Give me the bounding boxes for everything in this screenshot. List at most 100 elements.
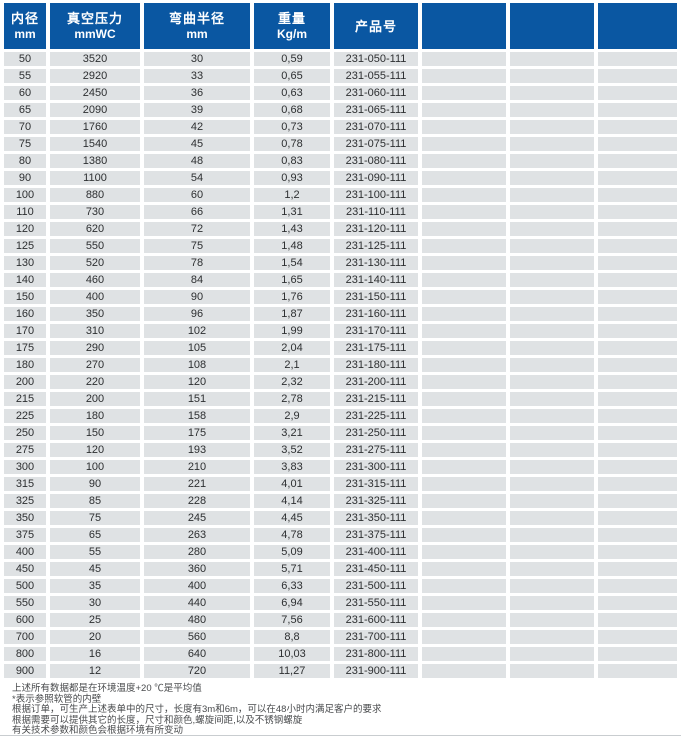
table-cell-empty (598, 171, 677, 185)
table-cell-bend-radius-mm: 102 (144, 324, 250, 338)
table-cell-inner-diameter-mm: 225 (4, 409, 46, 423)
table-cell-inner-diameter-mm: 300 (4, 460, 46, 474)
table-cell-vacuum-pressure-mmwc: 65 (50, 528, 140, 542)
table-row: 350 75 245 4,45 231-350-111 (4, 511, 677, 525)
table-cell-empty (510, 358, 594, 372)
table-cell-weight-kg-per-m: 4,78 (254, 528, 330, 542)
table-cell-weight-kg-per-m: 0,63 (254, 86, 330, 100)
table-cell-empty (598, 375, 677, 389)
header-label: 产品号 (354, 18, 397, 34)
table-cell-bend-radius-mm: 440 (144, 596, 250, 610)
table-cell-product-number: 231-215-111 (334, 392, 418, 406)
table-cell-weight-kg-per-m: 6,33 (254, 579, 330, 593)
table-cell-bend-radius-mm: 151 (144, 392, 250, 406)
table-cell-bend-radius-mm: 54 (144, 171, 250, 185)
table-row: 800 16 640 10,03 231-800-111 (4, 647, 677, 661)
table-row: 90 1100 54 0,93 231-090-111 (4, 171, 677, 185)
table-cell-empty (422, 222, 506, 236)
table-cell-empty (510, 154, 594, 168)
table-cell-inner-diameter-mm: 250 (4, 426, 46, 440)
table-cell-empty (510, 171, 594, 185)
table-cell-vacuum-pressure-mmwc: 1540 (50, 137, 140, 151)
table-cell-empty (598, 528, 677, 542)
table-cell-product-number: 231-075-111 (334, 137, 418, 151)
table-cell-vacuum-pressure-mmwc: 1380 (50, 154, 140, 168)
table-cell-empty (422, 477, 506, 491)
table-cell-bend-radius-mm: 105 (144, 341, 250, 355)
table-cell-product-number: 231-400-111 (334, 545, 418, 559)
table-cell-inner-diameter-mm: 315 (4, 477, 46, 491)
table-row: 300 100 210 3,83 231-300-111 (4, 460, 677, 474)
table-cell-empty (422, 137, 506, 151)
table-cell-empty (510, 69, 594, 83)
table-row: 450 45 360 5,71 231-450-111 (4, 562, 677, 576)
table-cell-empty (598, 664, 677, 678)
header-inner-diameter: 内径 mm (4, 3, 46, 49)
table-cell-inner-diameter-mm: 175 (4, 341, 46, 355)
table-cell-vacuum-pressure-mmwc: 2450 (50, 86, 140, 100)
table-cell-inner-diameter-mm: 60 (4, 86, 46, 100)
table-cell-empty (598, 460, 677, 474)
table-cell-empty (422, 562, 506, 576)
table-cell-empty (510, 222, 594, 236)
table-cell-vacuum-pressure-mmwc: 45 (50, 562, 140, 576)
table-cell-empty (510, 52, 594, 66)
table-cell-bend-radius-mm: 280 (144, 545, 250, 559)
table-cell-empty (510, 443, 594, 457)
table-cell-bend-radius-mm: 193 (144, 443, 250, 457)
table-cell-bend-radius-mm: 48 (144, 154, 250, 168)
table-row: 80 1380 48 0,83 231-080-111 (4, 154, 677, 168)
table-row: 700 20 560 8,8 231-700-111 (4, 630, 677, 644)
table-cell-product-number: 231-090-111 (334, 171, 418, 185)
header-row: 内径 mm 真空压力 mmWC 弯曲半径 mm 重量 Kg/m 产品号 (4, 3, 677, 49)
table-cell-weight-kg-per-m: 0,65 (254, 69, 330, 83)
table-cell-empty (510, 613, 594, 627)
table-cell-empty (422, 596, 506, 610)
table-cell-product-number: 231-350-111 (334, 511, 418, 525)
table-cell-empty (510, 562, 594, 576)
table-cell-inner-diameter-mm: 325 (4, 494, 46, 508)
table-cell-inner-diameter-mm: 140 (4, 273, 46, 287)
table-cell-bend-radius-mm: 78 (144, 256, 250, 270)
table-cell-inner-diameter-mm: 400 (4, 545, 46, 559)
table-body: 50 3520 30 0,59 231-050-111 55 2920 33 0,65 231-0… (4, 52, 677, 678)
table-cell-bend-radius-mm: 221 (144, 477, 250, 491)
table-cell-empty (598, 392, 677, 406)
table-row: 160 350 96 1,87 231-160-111 (4, 307, 677, 321)
table-cell-empty (598, 103, 677, 117)
table-cell-vacuum-pressure-mmwc: 880 (50, 188, 140, 202)
table-cell-inner-diameter-mm: 450 (4, 562, 46, 576)
table-cell-empty (598, 630, 677, 644)
table-cell-empty (598, 120, 677, 134)
table-row: 70 1760 42 0,73 231-070-111 (4, 120, 677, 134)
table-cell-weight-kg-per-m: 5,71 (254, 562, 330, 576)
table-cell-bend-radius-mm: 210 (144, 460, 250, 474)
table-cell-empty (510, 273, 594, 287)
table-cell-vacuum-pressure-mmwc: 2920 (50, 69, 140, 83)
table-cell-bend-radius-mm: 30 (144, 52, 250, 66)
table-cell-product-number: 231-110-111 (334, 205, 418, 219)
table-cell-vacuum-pressure-mmwc: 75 (50, 511, 140, 525)
table-cell-inner-diameter-mm: 350 (4, 511, 46, 525)
table-cell-empty (510, 188, 594, 202)
table-cell-empty (422, 307, 506, 321)
table-cell-product-number: 231-375-111 (334, 528, 418, 542)
table-cell-empty (422, 103, 506, 117)
table-cell-inner-diameter-mm: 215 (4, 392, 46, 406)
table-cell-empty (422, 154, 506, 168)
table-cell-empty (598, 443, 677, 457)
table-cell-bend-radius-mm: 45 (144, 137, 250, 151)
table-cell-bend-radius-mm: 75 (144, 239, 250, 253)
table-cell-weight-kg-per-m: 1,65 (254, 273, 330, 287)
table-cell-vacuum-pressure-mmwc: 200 (50, 392, 140, 406)
table-cell-weight-kg-per-m: 2,78 (254, 392, 330, 406)
table-cell-bend-radius-mm: 120 (144, 375, 250, 389)
table-row: 100 880 60 1,2 231-100-111 (4, 188, 677, 202)
table-cell-empty (422, 392, 506, 406)
table-cell-empty (598, 256, 677, 270)
table-cell-weight-kg-per-m: 2,32 (254, 375, 330, 389)
table-cell-empty (510, 375, 594, 389)
table-cell-vacuum-pressure-mmwc: 20 (50, 630, 140, 644)
table-cell-vacuum-pressure-mmwc: 400 (50, 290, 140, 304)
table-cell-weight-kg-per-m: 1,31 (254, 205, 330, 219)
